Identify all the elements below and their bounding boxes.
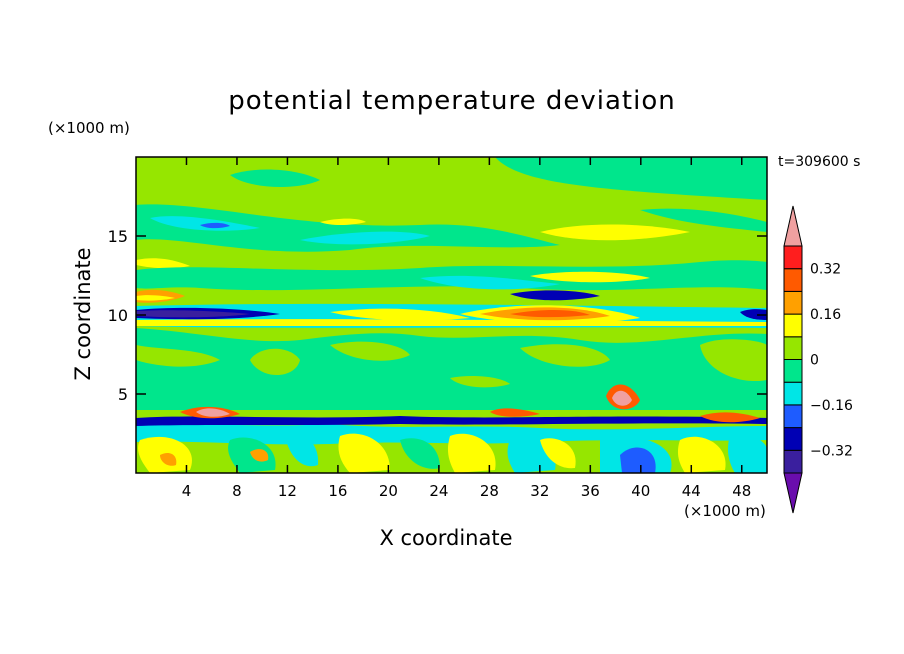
field-band <box>338 433 390 473</box>
y-tick-label: 5 <box>118 385 128 404</box>
field-band <box>700 339 767 382</box>
colorbar-box <box>783 245 803 270</box>
field-band <box>447 433 496 473</box>
colorbar-box <box>783 449 803 474</box>
colorbar-box <box>783 359 803 383</box>
field-band <box>510 309 590 318</box>
field-band <box>136 345 220 367</box>
field-band <box>250 348 300 375</box>
colorbar-box <box>783 381 803 406</box>
x-tick-label: 16 <box>328 482 347 500</box>
field-band <box>136 260 767 291</box>
x-axis-label: X coordinate <box>379 526 513 550</box>
colorbar-label: −0.16 <box>810 398 853 414</box>
field-band <box>420 275 560 290</box>
colorbar: 0.32 0.16 0 −0.16 −0.32 <box>783 205 853 514</box>
field-band <box>520 344 610 367</box>
field-band <box>300 231 430 245</box>
colorbar-box <box>783 427 803 451</box>
y-tick-label: 15 <box>108 227 128 246</box>
field-band <box>620 447 656 473</box>
field-band <box>540 224 690 241</box>
colorbar-box <box>783 336 803 360</box>
x-unit-label: (×1000 m) <box>684 502 766 520</box>
field-band <box>230 169 320 187</box>
field-band <box>136 204 560 252</box>
colorbar-label: 0.32 <box>810 262 841 278</box>
field-band <box>510 290 600 301</box>
field-band <box>160 453 177 466</box>
colorbar-max-triangle <box>783 205 803 247</box>
field-band <box>136 319 767 326</box>
x-tick-label: 32 <box>530 482 549 500</box>
field-band <box>330 341 410 361</box>
x-tick-label: 36 <box>581 482 600 500</box>
field-band <box>136 258 190 269</box>
field-band <box>612 390 632 406</box>
field-band <box>490 408 540 417</box>
field-band <box>250 449 269 462</box>
x-tick-label: 40 <box>631 482 650 500</box>
colorbar-box <box>783 290 803 315</box>
field-band <box>320 218 366 225</box>
field-band <box>677 436 726 473</box>
colorbar-box <box>783 268 803 292</box>
colorbar-label: 0 <box>810 353 819 369</box>
colorbar-box <box>783 313 803 338</box>
field-band <box>136 295 175 301</box>
x-tick-label: 20 <box>379 482 398 500</box>
field-band <box>285 434 319 467</box>
field-band <box>495 157 767 200</box>
colorbar-min-triangle <box>783 472 803 514</box>
x-tick-label: 8 <box>232 482 242 500</box>
x-tick-label: 28 <box>480 482 499 500</box>
colorbar-label: 0.16 <box>810 307 841 323</box>
heatmap-field <box>136 157 767 473</box>
field-band <box>330 308 470 321</box>
field-band <box>530 271 650 283</box>
x-ticks: 4 8 12 16 20 24 28 32 36 40 44 48 <box>182 157 751 500</box>
field-band <box>196 408 230 417</box>
x-tick-label: 24 <box>429 482 448 500</box>
field-band <box>540 438 576 469</box>
field-band <box>150 216 260 231</box>
field-band <box>136 328 767 410</box>
time-label: t=309600 s <box>778 154 861 170</box>
colorbar-box <box>783 404 803 429</box>
field-band <box>200 222 230 229</box>
x-tick-label: 44 <box>682 482 701 500</box>
field-band <box>740 309 767 320</box>
x-tick-label: 48 <box>732 482 751 500</box>
x-tick-label: 4 <box>182 482 192 500</box>
field-band <box>400 438 440 469</box>
field-band <box>136 310 250 318</box>
y-ticks: 5 10 15 <box>108 227 767 404</box>
chart-title: potential temperature deviation <box>228 86 676 116</box>
field-band <box>727 434 767 473</box>
field-band <box>136 416 767 426</box>
y-unit-label: (×1000 m) <box>48 119 130 137</box>
field-band <box>700 412 760 423</box>
field-band <box>640 208 767 232</box>
colorbar-label: −0.32 <box>810 443 853 459</box>
field-band <box>450 376 510 388</box>
x-tick-label: 12 <box>278 482 297 500</box>
y-tick-label: 10 <box>108 306 128 325</box>
